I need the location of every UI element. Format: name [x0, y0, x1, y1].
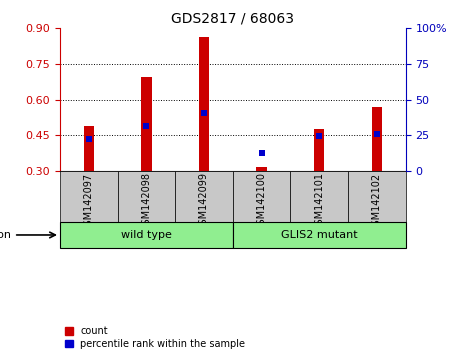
- Bar: [372, 107, 382, 171]
- Text: GSM142102: GSM142102: [372, 172, 382, 232]
- Text: GSM142098: GSM142098: [142, 172, 151, 232]
- FancyBboxPatch shape: [118, 171, 175, 222]
- Bar: [199, 36, 209, 171]
- Title: GDS2817 / 68063: GDS2817 / 68063: [171, 12, 294, 26]
- FancyBboxPatch shape: [233, 171, 290, 222]
- FancyBboxPatch shape: [60, 222, 233, 248]
- Bar: [314, 129, 325, 171]
- FancyBboxPatch shape: [348, 171, 406, 222]
- Bar: [256, 167, 267, 171]
- Legend: count, percentile rank within the sample: count, percentile rank within the sample: [65, 326, 245, 349]
- Bar: [141, 77, 152, 171]
- FancyBboxPatch shape: [60, 171, 118, 222]
- Text: wild type: wild type: [121, 230, 172, 240]
- Text: GSM142097: GSM142097: [84, 172, 94, 232]
- FancyBboxPatch shape: [175, 171, 233, 222]
- FancyBboxPatch shape: [290, 171, 348, 222]
- Text: genotype/variation: genotype/variation: [0, 230, 11, 240]
- Text: GSM142099: GSM142099: [199, 172, 209, 232]
- FancyBboxPatch shape: [233, 222, 406, 248]
- Text: GLIS2 mutant: GLIS2 mutant: [281, 230, 358, 240]
- Text: GSM142101: GSM142101: [314, 172, 324, 232]
- Text: GSM142100: GSM142100: [257, 172, 266, 232]
- Bar: [83, 126, 94, 171]
